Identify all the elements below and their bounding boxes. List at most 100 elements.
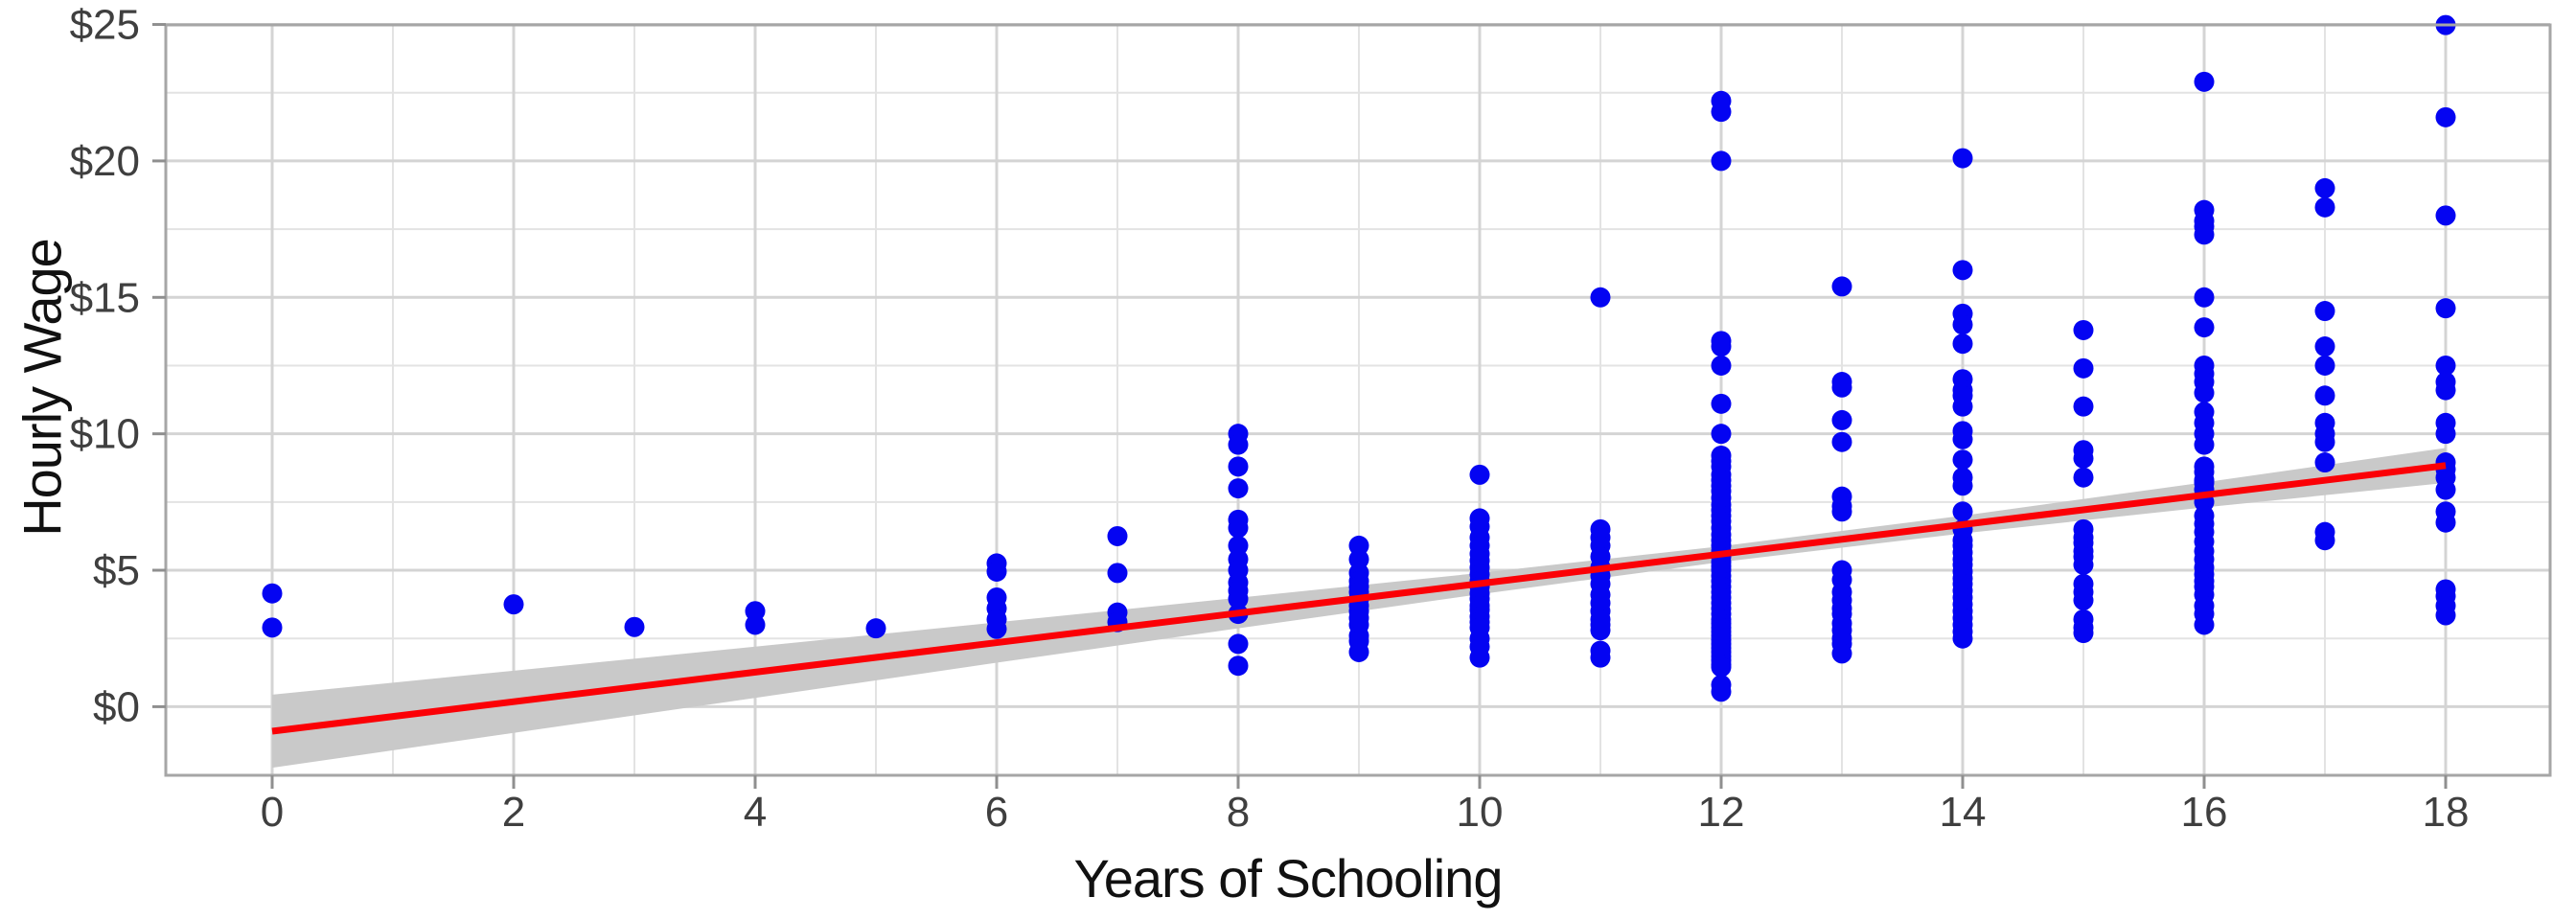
data-point bbox=[1831, 431, 1852, 452]
data-point bbox=[1228, 478, 1249, 499]
data-point bbox=[1711, 681, 1732, 702]
data-point bbox=[1228, 588, 1249, 610]
regression-line bbox=[271, 462, 2447, 735]
x-tick-label: 12 bbox=[1698, 789, 1745, 836]
data-point bbox=[2073, 554, 2094, 575]
data-point bbox=[1107, 563, 1128, 584]
data-point bbox=[2194, 317, 2215, 338]
data-point bbox=[1831, 643, 1852, 664]
data-point bbox=[1469, 647, 1490, 668]
data-point bbox=[1228, 633, 1249, 655]
data-point bbox=[2314, 530, 2335, 551]
data-point bbox=[2435, 298, 2456, 319]
x-tick-label: 4 bbox=[744, 789, 767, 836]
data-point bbox=[865, 618, 886, 639]
data-point bbox=[1952, 475, 1973, 496]
data-point bbox=[2314, 452, 2335, 473]
data-point bbox=[2194, 434, 2215, 455]
data-point bbox=[1228, 434, 1249, 455]
data-point bbox=[2314, 385, 2335, 406]
data-point bbox=[2314, 355, 2335, 376]
data-point bbox=[2073, 396, 2094, 417]
data-point bbox=[1831, 276, 1852, 297]
data-point bbox=[1831, 377, 1852, 398]
data-point bbox=[2314, 431, 2335, 452]
data-point bbox=[1711, 336, 1732, 357]
data-point bbox=[1590, 620, 1611, 641]
data-point bbox=[1952, 148, 1973, 169]
x-tick-label: 16 bbox=[2181, 789, 2228, 836]
data-point bbox=[2314, 196, 2335, 218]
data-point bbox=[2435, 205, 2456, 226]
y-axis-title: Hourly Wage bbox=[12, 239, 73, 537]
data-point bbox=[1952, 260, 1973, 281]
x-tick-label: 18 bbox=[2423, 789, 2470, 836]
data-point bbox=[1711, 393, 1732, 414]
data-point bbox=[986, 561, 1007, 582]
data-point bbox=[2073, 319, 2094, 340]
data-point bbox=[2194, 224, 2215, 245]
data-point bbox=[1590, 287, 1611, 308]
data-point bbox=[1952, 334, 1973, 355]
data-point bbox=[1228, 656, 1249, 677]
data-point bbox=[1711, 150, 1732, 172]
data-point bbox=[1952, 449, 1973, 471]
data-point bbox=[745, 614, 766, 635]
data-point bbox=[1831, 409, 1852, 430]
data-point bbox=[1952, 396, 1973, 417]
x-tick-label: 6 bbox=[985, 789, 1008, 836]
panel-border bbox=[164, 23, 2552, 777]
data-point bbox=[2073, 357, 2094, 379]
data-point bbox=[2194, 71, 2215, 92]
x-tick-label: 8 bbox=[1227, 789, 1250, 836]
data-point bbox=[1228, 518, 1249, 539]
data-point bbox=[2194, 382, 2215, 403]
data-point bbox=[624, 616, 645, 637]
x-tick-label: 2 bbox=[502, 789, 525, 836]
data-point bbox=[1711, 102, 1732, 123]
data-point bbox=[262, 583, 283, 604]
y-tick-label: $5 bbox=[93, 547, 140, 594]
data-point bbox=[2435, 605, 2456, 626]
x-axis-title: Years of Schooling bbox=[1073, 848, 1504, 908]
data-point bbox=[1952, 501, 1973, 522]
data-point bbox=[2435, 512, 2456, 533]
data-point bbox=[1831, 501, 1852, 522]
data-point bbox=[2073, 589, 2094, 610]
data-point bbox=[262, 617, 283, 638]
data-point bbox=[1711, 656, 1732, 678]
data-point bbox=[2073, 448, 2094, 469]
data-point bbox=[2073, 623, 2094, 644]
x-tick-label: 14 bbox=[1940, 789, 1987, 836]
data-point bbox=[1469, 464, 1490, 485]
y-tick-label: $20 bbox=[70, 138, 140, 185]
data-point bbox=[2435, 424, 2456, 445]
data-point bbox=[1711, 355, 1732, 376]
y-tick-label: $15 bbox=[70, 274, 140, 321]
x-tick-label: 0 bbox=[261, 789, 284, 836]
data-point bbox=[1590, 647, 1611, 668]
data-point bbox=[1952, 628, 1973, 649]
data-point bbox=[1107, 525, 1128, 546]
y-tick-label: $25 bbox=[70, 2, 140, 49]
x-tick-label: 10 bbox=[1457, 789, 1504, 836]
y-tick-label: $10 bbox=[70, 411, 140, 458]
data-point bbox=[2435, 380, 2456, 401]
data-point bbox=[2435, 479, 2456, 500]
data-point bbox=[2194, 287, 2215, 308]
data-point bbox=[2314, 301, 2335, 322]
data-point bbox=[986, 618, 1007, 639]
data-point bbox=[2435, 355, 2456, 376]
data-point bbox=[1711, 424, 1732, 445]
data-point bbox=[1228, 456, 1249, 477]
y-tick-label: $0 bbox=[93, 683, 140, 730]
data-point bbox=[1348, 641, 1369, 662]
data-point bbox=[2314, 336, 2335, 357]
data-point bbox=[1952, 428, 1973, 449]
data-point bbox=[1952, 314, 1973, 335]
data-point bbox=[2073, 467, 2094, 488]
data-point bbox=[2194, 614, 2215, 635]
data-point bbox=[2435, 106, 2456, 127]
